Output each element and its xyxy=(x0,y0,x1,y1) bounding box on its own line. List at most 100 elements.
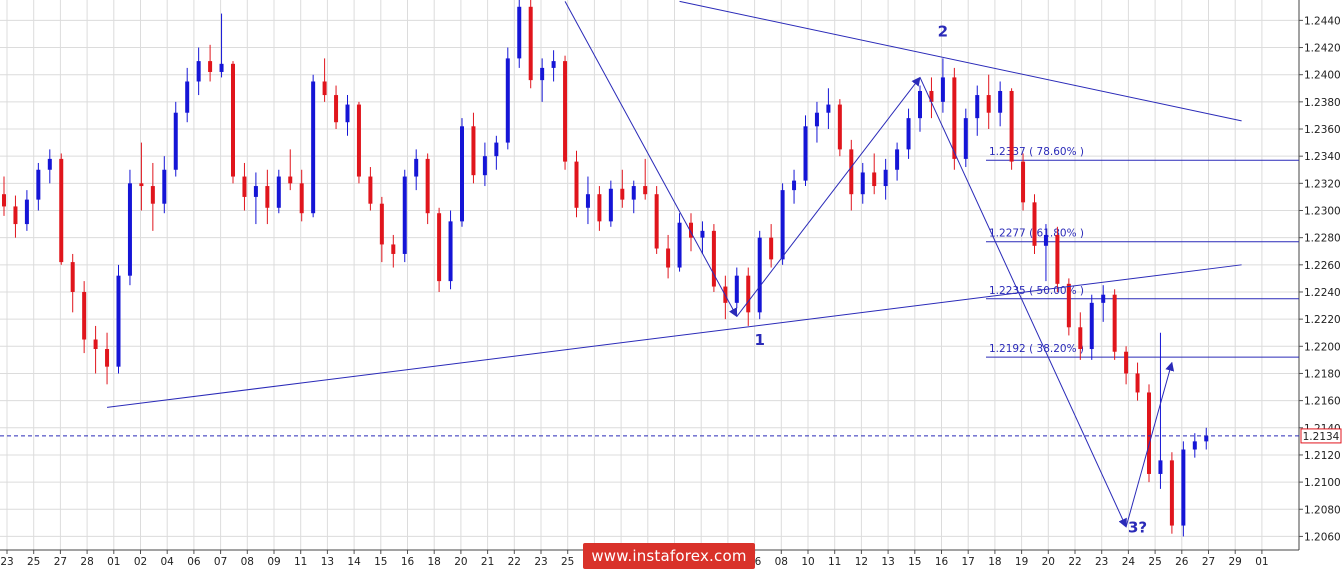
price-tick-label: 1.2420 xyxy=(1304,43,1341,55)
candle-body xyxy=(1089,302,1094,350)
wave-arrow xyxy=(564,1,738,318)
date-tick-label: 17 xyxy=(962,556,975,568)
candle-body xyxy=(620,188,625,200)
price-tick-label: 1.2120 xyxy=(1304,450,1341,462)
date-tick-label: 10 xyxy=(801,556,814,568)
candle-body xyxy=(173,112,178,170)
date-tick-label: 20 xyxy=(454,556,467,568)
candle-body xyxy=(631,186,636,200)
candle-body xyxy=(482,156,487,176)
candle-body xyxy=(505,58,510,143)
date-tick-label: 18 xyxy=(428,556,441,568)
price-tick-label: 1.2440 xyxy=(1304,15,1341,27)
wave-label: 1 xyxy=(754,331,764,349)
candle-body xyxy=(1032,202,1037,246)
date-tick-label: 14 xyxy=(347,556,361,568)
price-tick-label: 1.2260 xyxy=(1304,260,1341,272)
candle-body xyxy=(1021,161,1026,203)
candle-body xyxy=(929,90,934,102)
date-tick-label: 02 xyxy=(134,556,147,568)
price-tick-label: 1.2060 xyxy=(1304,531,1341,543)
current-price-box xyxy=(1300,428,1342,444)
date-tick-label: 25 xyxy=(27,556,40,568)
fib-level-label: 1.2337 ( 78.60% ) xyxy=(989,146,1084,158)
candle-body xyxy=(196,61,201,82)
date-tick-label: 20 xyxy=(1042,556,1055,568)
candle-body xyxy=(883,169,888,187)
candle-body xyxy=(379,203,384,245)
candle-body xyxy=(1181,449,1186,526)
candle-body xyxy=(162,169,167,204)
date-tick-label: 16 xyxy=(401,556,415,568)
candle-body xyxy=(757,237,762,313)
candle-body xyxy=(563,61,568,162)
wave-arrow xyxy=(1125,361,1175,528)
date-tick-label: 13 xyxy=(881,556,894,568)
candle-body xyxy=(334,95,339,123)
candle-body xyxy=(780,190,785,260)
date-tick-label: 11 xyxy=(294,556,307,568)
price-tick-label: 1.2200 xyxy=(1304,341,1341,353)
price-tick-label: 1.2100 xyxy=(1304,477,1341,489)
candle-body xyxy=(288,176,293,184)
candle-body xyxy=(24,199,29,225)
candle-body xyxy=(185,81,190,113)
date-tick-label: 22 xyxy=(1068,556,1081,568)
date-tick-label: 01 xyxy=(107,556,120,568)
date-tick-label: 21 xyxy=(481,556,494,568)
price-tick-label: 1.2320 xyxy=(1304,178,1341,190)
candle-body xyxy=(494,142,499,157)
candle-body xyxy=(517,6,522,59)
price-tick-label: 1.2400 xyxy=(1304,70,1341,82)
price-tick-label: 1.2280 xyxy=(1304,233,1341,245)
candle-body xyxy=(1066,283,1071,328)
watermark-label: www.instaforex.com xyxy=(583,543,755,569)
candle-body xyxy=(253,186,258,197)
candle-body xyxy=(1009,90,1014,162)
candle-body xyxy=(963,118,968,159)
trendline xyxy=(106,264,1242,408)
price-tick-label: 1.2380 xyxy=(1304,97,1341,109)
candle-body xyxy=(127,183,132,276)
candle-body xyxy=(368,176,373,204)
date-tick-label: 06 xyxy=(187,556,201,568)
price-tick-label: 1.2340 xyxy=(1304,151,1341,163)
candle-body xyxy=(860,172,865,195)
date-tick-label: 13 xyxy=(321,556,334,568)
date-tick-label: 22 xyxy=(508,556,521,568)
candle-body xyxy=(1101,294,1106,303)
date-tick-label: 16 xyxy=(935,556,949,568)
date-tick-label: 11 xyxy=(828,556,841,568)
candle-body xyxy=(1135,373,1140,393)
candle-body xyxy=(356,104,361,177)
candle-body xyxy=(574,161,579,208)
date-tick-label: 04 xyxy=(161,556,175,568)
price-tick-label: 1.2240 xyxy=(1304,287,1341,299)
candle-body xyxy=(608,188,613,222)
date-tick-label: 26 xyxy=(1175,556,1189,568)
candle-body xyxy=(597,194,602,222)
candle-body xyxy=(231,63,235,177)
trendline xyxy=(679,0,1242,122)
candle-body xyxy=(93,339,98,350)
wave-arrow xyxy=(736,76,921,317)
candle-body xyxy=(265,186,270,208)
date-tick-label: 23 xyxy=(0,556,13,568)
price-tick-label: 1.2300 xyxy=(1304,205,1341,217)
fib-level-label: 1.2192 ( 38.20% ) xyxy=(989,343,1084,355)
candle-body xyxy=(59,158,64,263)
candle-body xyxy=(551,61,556,68)
wave-label: 2 xyxy=(938,23,948,41)
candle-body xyxy=(1204,435,1209,442)
candle-body xyxy=(437,213,442,282)
candle-body xyxy=(826,104,831,113)
candle-body xyxy=(872,172,877,187)
date-tick-label: 08 xyxy=(775,556,788,568)
date-tick-label: 23 xyxy=(534,556,547,568)
candle-body xyxy=(242,176,247,197)
candle-body xyxy=(792,180,797,191)
candle-body xyxy=(425,158,430,214)
candle-body xyxy=(36,169,41,200)
